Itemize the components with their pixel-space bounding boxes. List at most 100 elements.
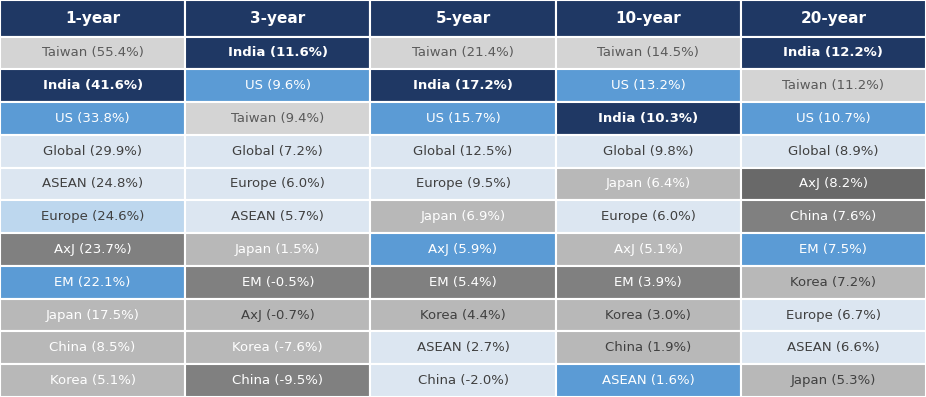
Bar	[741, 233, 926, 266]
Text: India (10.3%): India (10.3%)	[598, 112, 698, 125]
Text: Japan (5.3%): Japan (5.3%)	[791, 374, 876, 387]
Bar	[370, 0, 556, 37]
Bar	[741, 200, 926, 233]
Bar	[0, 135, 185, 168]
Bar	[0, 266, 185, 299]
Text: US (9.6%): US (9.6%)	[244, 79, 311, 92]
Bar	[556, 0, 741, 37]
Text: Taiwan (9.4%): Taiwan (9.4%)	[232, 112, 324, 125]
Bar	[370, 135, 556, 168]
Text: Korea (-7.6%): Korea (-7.6%)	[232, 341, 323, 355]
Text: EM (3.9%): EM (3.9%)	[614, 276, 682, 289]
Text: Europe (6.0%): Europe (6.0%)	[601, 210, 695, 223]
Bar	[185, 331, 370, 364]
Bar	[741, 37, 926, 69]
Bar	[741, 168, 926, 200]
Text: Japan (6.4%): Japan (6.4%)	[606, 177, 691, 191]
Text: Korea (4.4%): Korea (4.4%)	[420, 308, 506, 322]
Bar	[0, 168, 185, 200]
Bar	[0, 69, 185, 102]
Text: China (7.6%): China (7.6%)	[790, 210, 877, 223]
Bar	[185, 0, 370, 37]
Text: ASEAN (24.8%): ASEAN (24.8%)	[42, 177, 144, 191]
Bar	[0, 102, 185, 135]
Bar	[185, 299, 370, 331]
Text: AxJ (5.1%): AxJ (5.1%)	[614, 243, 682, 256]
Bar	[185, 69, 370, 102]
Text: Japan (17.5%): Japan (17.5%)	[45, 308, 140, 322]
Text: Global (9.8%): Global (9.8%)	[603, 145, 694, 158]
Bar	[556, 331, 741, 364]
Text: ASEAN (2.7%): ASEAN (2.7%)	[417, 341, 509, 355]
Text: Japan (1.5%): Japan (1.5%)	[235, 243, 320, 256]
Text: AxJ (5.9%): AxJ (5.9%)	[429, 243, 497, 256]
Bar	[741, 299, 926, 331]
Text: Taiwan (11.2%): Taiwan (11.2%)	[782, 79, 884, 92]
Bar	[0, 0, 185, 37]
Bar	[741, 331, 926, 364]
Text: EM (7.5%): EM (7.5%)	[799, 243, 868, 256]
Bar	[185, 37, 370, 69]
Bar	[0, 200, 185, 233]
Text: 1-year: 1-year	[65, 11, 120, 26]
Bar	[370, 168, 556, 200]
Bar	[370, 233, 556, 266]
Text: EM (-0.5%): EM (-0.5%)	[242, 276, 314, 289]
Text: 5-year: 5-year	[435, 11, 491, 26]
Bar	[370, 102, 556, 135]
Text: US (10.7%): US (10.7%)	[796, 112, 870, 125]
Text: India (11.6%): India (11.6%)	[228, 46, 328, 60]
Bar	[556, 299, 741, 331]
Bar	[556, 102, 741, 135]
Text: AxJ (23.7%): AxJ (23.7%)	[54, 243, 131, 256]
Text: Taiwan (21.4%): Taiwan (21.4%)	[412, 46, 514, 60]
Bar	[741, 102, 926, 135]
Bar	[185, 102, 370, 135]
Bar	[185, 200, 370, 233]
Bar	[556, 364, 741, 397]
Bar	[370, 364, 556, 397]
Text: EM (22.1%): EM (22.1%)	[55, 276, 131, 289]
Bar	[741, 135, 926, 168]
Bar	[185, 135, 370, 168]
Text: Korea (5.1%): Korea (5.1%)	[50, 374, 135, 387]
Bar	[0, 331, 185, 364]
Text: US (33.8%): US (33.8%)	[56, 112, 130, 125]
Text: India (41.6%): India (41.6%)	[43, 79, 143, 92]
Text: Global (12.5%): Global (12.5%)	[413, 145, 513, 158]
Text: EM (5.4%): EM (5.4%)	[429, 276, 497, 289]
Bar	[741, 69, 926, 102]
Text: Japan (6.9%): Japan (6.9%)	[420, 210, 506, 223]
Text: Europe (24.6%): Europe (24.6%)	[41, 210, 144, 223]
Text: Global (29.9%): Global (29.9%)	[44, 145, 142, 158]
Text: Global (7.2%): Global (7.2%)	[232, 145, 323, 158]
Bar	[741, 364, 926, 397]
Bar	[185, 168, 370, 200]
Text: Korea (7.2%): Korea (7.2%)	[791, 276, 876, 289]
Text: China (8.5%): China (8.5%)	[49, 341, 136, 355]
Bar	[0, 37, 185, 69]
Text: Europe (6.0%): Europe (6.0%)	[231, 177, 325, 191]
Text: China (-2.0%): China (-2.0%)	[418, 374, 508, 387]
Text: China (1.9%): China (1.9%)	[605, 341, 692, 355]
Bar	[556, 200, 741, 233]
Bar	[370, 299, 556, 331]
Bar	[370, 37, 556, 69]
Text: Europe (9.5%): Europe (9.5%)	[416, 177, 510, 191]
Bar	[741, 0, 926, 37]
Text: ASEAN (5.7%): ASEAN (5.7%)	[232, 210, 324, 223]
Bar	[741, 266, 926, 299]
Bar	[556, 233, 741, 266]
Bar	[370, 69, 556, 102]
Bar	[556, 37, 741, 69]
Bar	[0, 233, 185, 266]
Text: ASEAN (1.6%): ASEAN (1.6%)	[602, 374, 694, 387]
Text: ASEAN (6.6%): ASEAN (6.6%)	[787, 341, 880, 355]
Text: India (17.2%): India (17.2%)	[413, 79, 513, 92]
Bar	[556, 135, 741, 168]
Text: AxJ (-0.7%): AxJ (-0.7%)	[241, 308, 315, 322]
Text: China (-9.5%): China (-9.5%)	[232, 374, 323, 387]
Text: 3-year: 3-year	[250, 11, 306, 26]
Text: Global (8.9%): Global (8.9%)	[788, 145, 879, 158]
Bar	[185, 266, 370, 299]
